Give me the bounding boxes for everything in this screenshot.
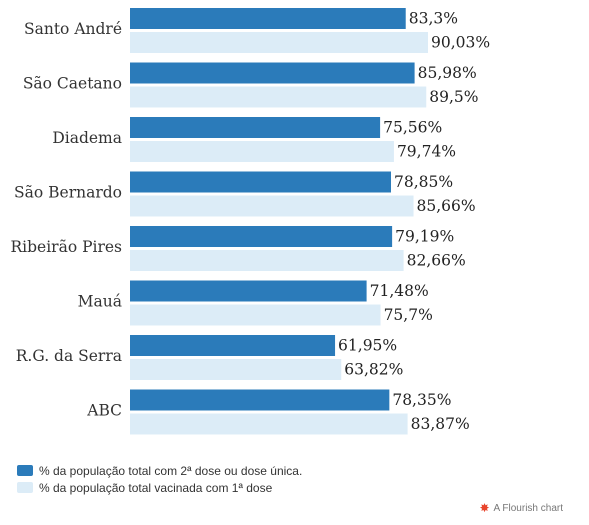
value-label-second-dose-diadema: 75,56% xyxy=(383,119,442,137)
category-label-sao-caetano: São Caetano xyxy=(23,75,122,93)
category-label-santo-andre: Santo André xyxy=(24,20,122,38)
value-label-first-dose-sao-caetano: 89,5% xyxy=(429,88,478,106)
legend-item-second-dose: % da população total com 2ª dose ou dose… xyxy=(17,462,302,479)
bar-second-dose-ribeirao-pires[interactable] xyxy=(130,226,393,247)
bar-first-dose-sao-bernardo[interactable] xyxy=(130,195,414,217)
bar-first-dose-abc[interactable] xyxy=(130,413,408,435)
value-label-first-dose-r-g-da-serra: 63,82% xyxy=(344,361,403,379)
value-label-first-dose-abc: 83,87% xyxy=(411,415,470,433)
flourish-logo-icon: ✸ xyxy=(479,501,490,515)
value-label-second-dose-abc: 78,35% xyxy=(392,391,451,409)
bar-second-dose-santo-andre[interactable] xyxy=(130,8,406,29)
bar-second-dose-sao-caetano[interactable] xyxy=(130,62,415,84)
category-label-abc: ABC xyxy=(86,402,122,420)
bar-chart: Santo André 83,3% 90,03% São Caetano 85,98% 8… xyxy=(10,8,490,435)
value-label-second-dose-r-g-da-serra: 61,95% xyxy=(338,337,397,355)
value-label-second-dose-sao-caetano: 85,98% xyxy=(418,64,477,82)
category-label-diadema: Diadema xyxy=(52,129,122,147)
bar-second-dose-sao-bernardo[interactable] xyxy=(130,171,391,193)
value-label-first-dose-diadema: 79,74% xyxy=(397,143,456,161)
category-label-sao-bernardo: São Bernardo xyxy=(14,184,122,202)
legend-label-first-dose: % da população total vacinada com 1ª dos… xyxy=(39,480,273,495)
flourish-credit[interactable]: ✸ A Flourish chart xyxy=(479,502,563,514)
legend-item-first-dose: % da população total vacinada com 1ª dos… xyxy=(17,479,302,496)
legend-swatch-first-dose xyxy=(17,482,33,493)
category-label-ribeirao-pires: Ribeirão Pires xyxy=(10,238,122,256)
bar-first-dose-sao-caetano[interactable] xyxy=(130,86,427,108)
bar-second-dose-abc[interactable] xyxy=(130,389,390,411)
value-label-second-dose-maua: 71,48% xyxy=(370,282,429,300)
bar-first-dose-ribeirao-pires[interactable] xyxy=(130,250,404,271)
value-label-first-dose-sao-bernardo: 85,66% xyxy=(417,197,476,215)
value-label-second-dose-santo-andre: 83,3% xyxy=(409,10,458,28)
legend-swatch-second-dose xyxy=(17,465,33,476)
bar-second-dose-r-g-da-serra[interactable] xyxy=(130,335,336,356)
bar-first-dose-diadema[interactable] xyxy=(130,141,394,162)
value-label-first-dose-ribeirao-pires: 82,66% xyxy=(407,252,466,270)
bar-second-dose-maua[interactable] xyxy=(130,280,367,302)
value-label-first-dose-maua: 75,7% xyxy=(384,306,433,324)
bar-second-dose-diadema[interactable] xyxy=(130,117,381,138)
credit-text: A Flourish chart xyxy=(493,502,563,514)
value-label-second-dose-sao-bernardo: 78,85% xyxy=(394,173,453,191)
chart-legend: % da população total com 2ª dose ou dose… xyxy=(17,462,302,496)
value-label-second-dose-ribeirao-pires: 79,19% xyxy=(395,228,454,246)
value-label-first-dose-santo-andre: 90,03% xyxy=(431,34,490,52)
category-label-r-g-da-serra: R.G. da Serra xyxy=(16,347,122,365)
bar-first-dose-santo-andre[interactable] xyxy=(130,32,428,53)
legend-label-second-dose: % da população total com 2ª dose ou dose… xyxy=(39,463,303,478)
bar-first-dose-r-g-da-serra[interactable] xyxy=(130,359,342,380)
category-label-maua: Mauá xyxy=(78,293,122,311)
bar-first-dose-maua[interactable] xyxy=(130,304,381,326)
